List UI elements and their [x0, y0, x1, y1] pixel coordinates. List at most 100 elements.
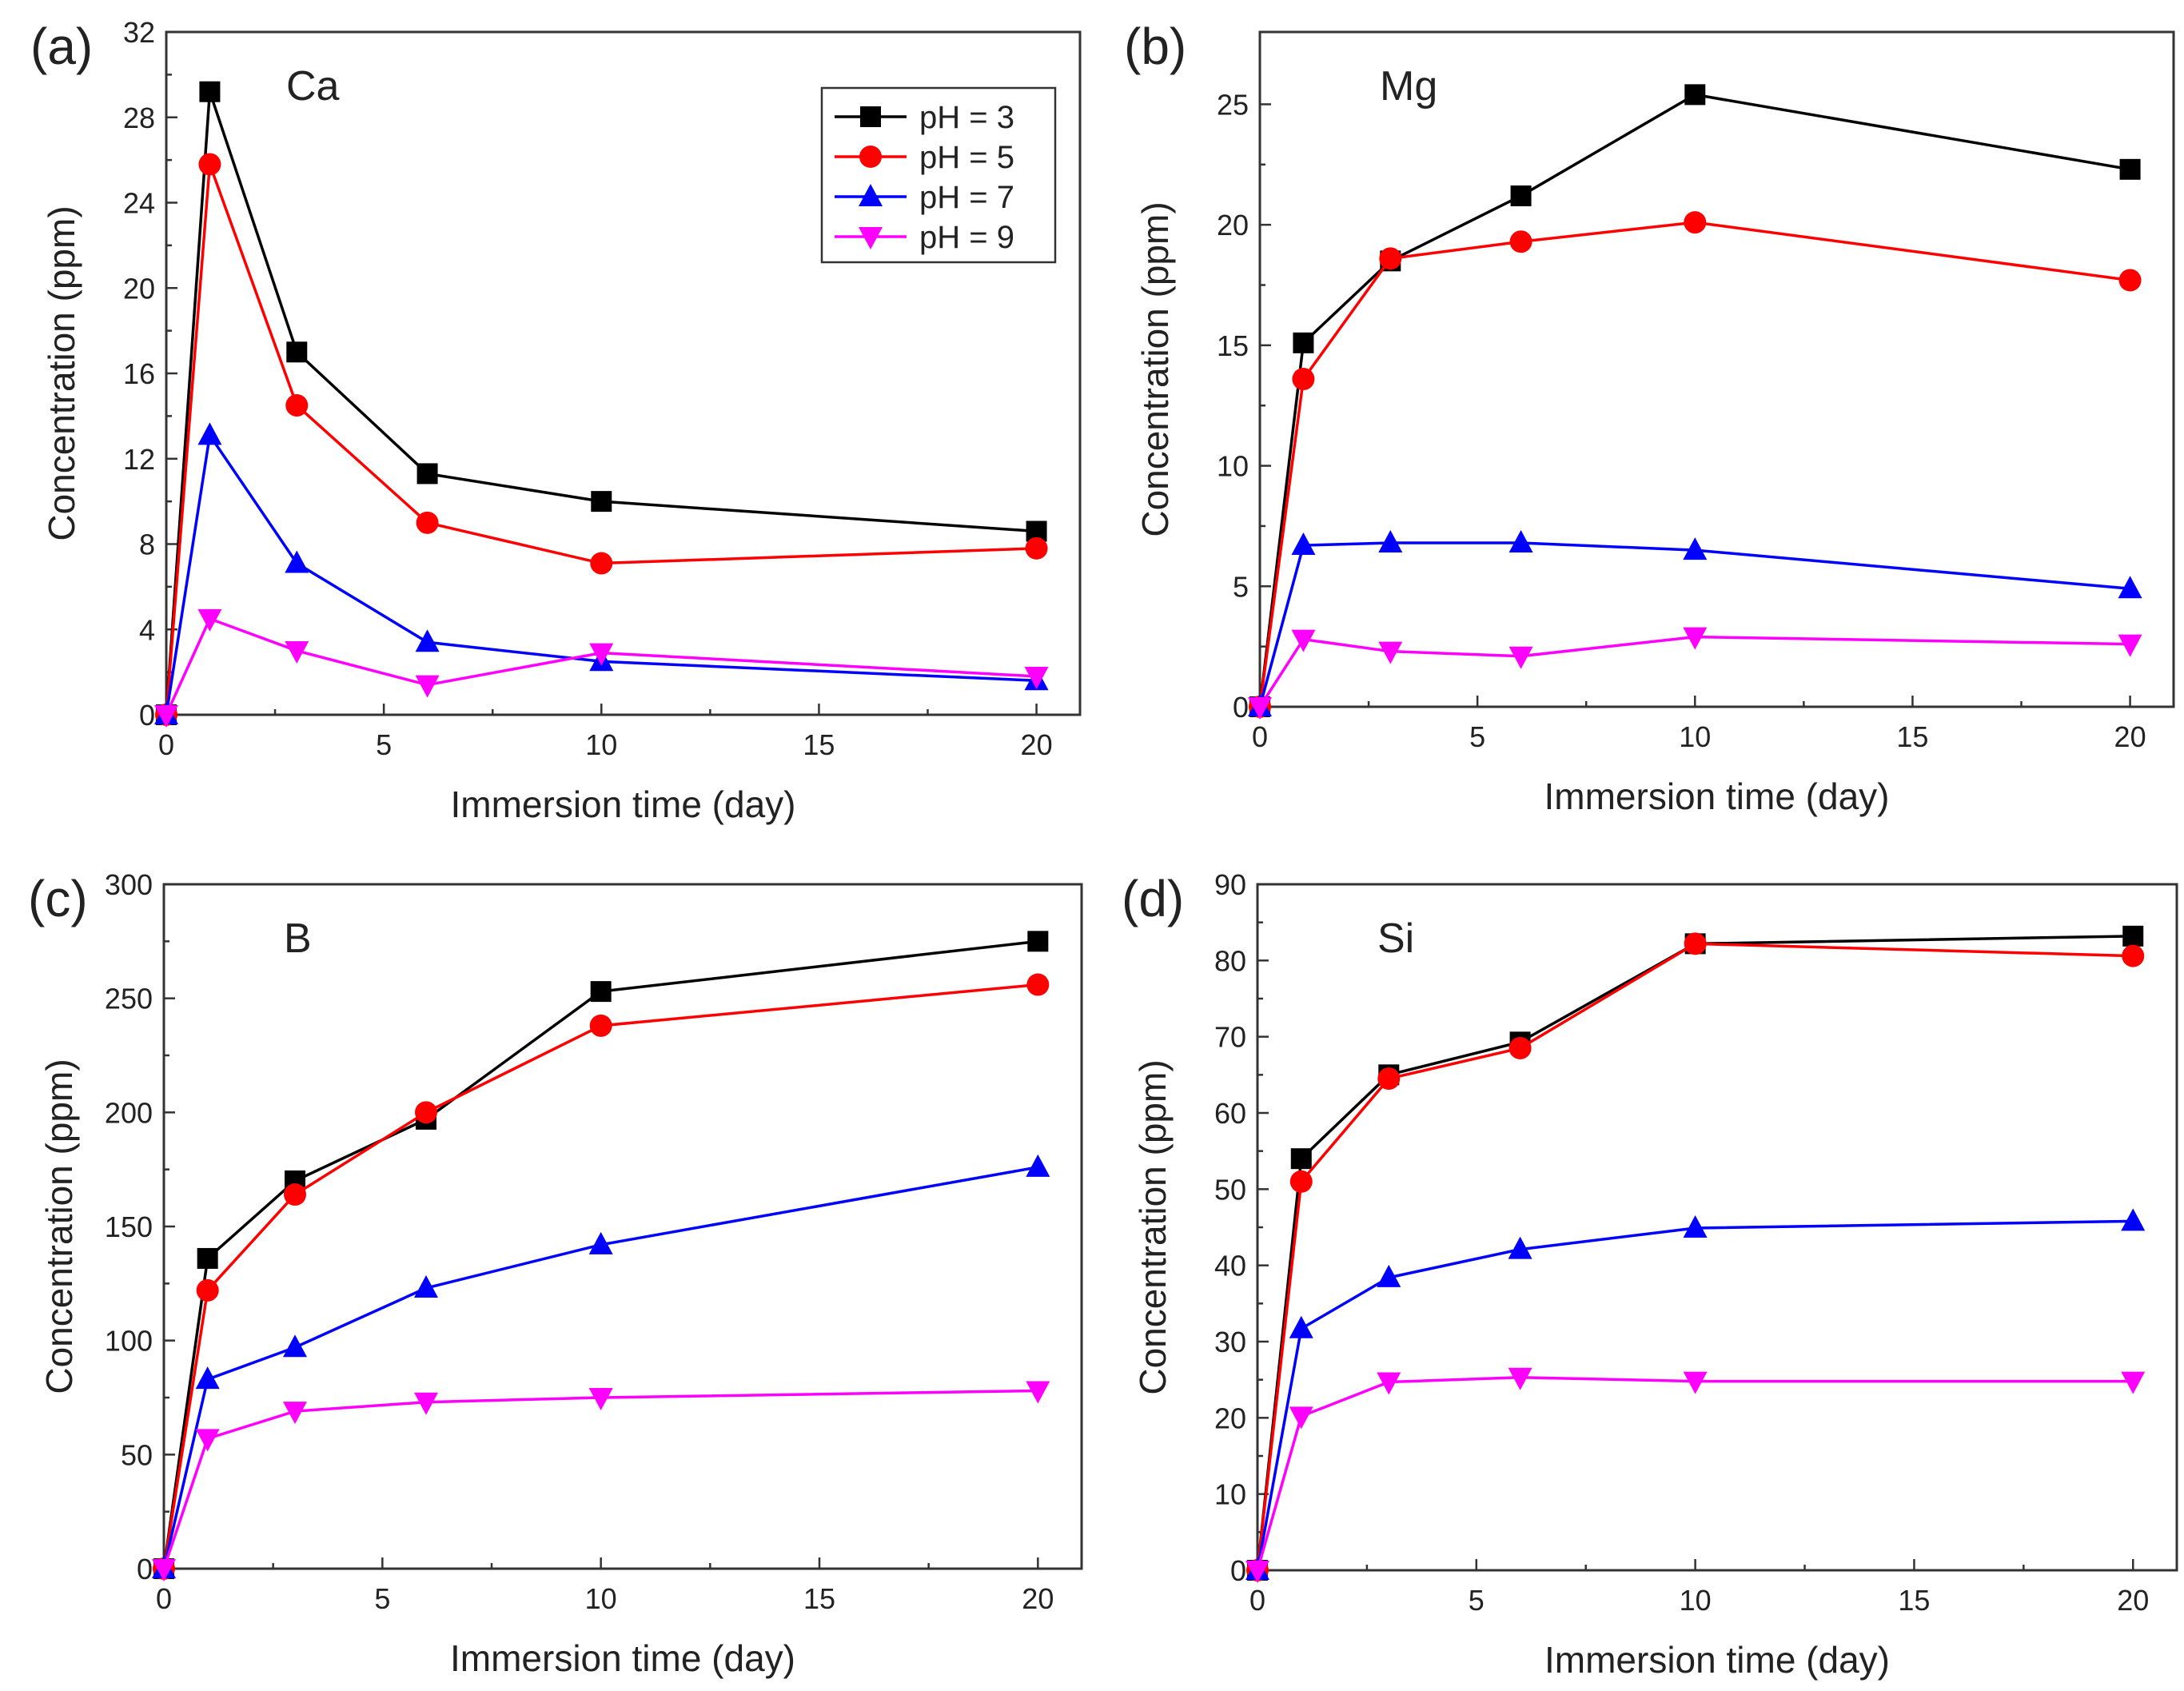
x-tick-label: 5 — [1469, 1584, 1485, 1617]
data-point-ph-3 — [199, 81, 221, 102]
y-tick-label: 0 — [137, 1553, 153, 1585]
data-point-ph-5 — [2122, 944, 2145, 967]
data-point-ph-7 — [283, 1334, 307, 1358]
x-tick-label: 5 — [376, 728, 392, 761]
data-point-ph-7 — [414, 1275, 438, 1298]
data-point-ph-9 — [1508, 646, 1533, 669]
series-line-ph-5 — [162, 983, 1038, 1569]
data-point-ph-5 — [1025, 536, 1048, 560]
panel-label: (a) — [30, 18, 93, 75]
data-point-ph-9 — [2118, 634, 2142, 657]
data-point-ph-5 — [1684, 211, 1707, 234]
y-tick-label: 0 — [1230, 1554, 1246, 1587]
x-axis-title: Immersion time (day) — [1544, 1639, 1890, 1681]
data-point-ph-5 — [1508, 1036, 1532, 1059]
x-tick-label: 0 — [1249, 1584, 1265, 1617]
data-point-ph-7 — [197, 422, 222, 445]
data-point-ph-5 — [285, 394, 309, 417]
element-label: Si — [1377, 915, 1414, 962]
x-tick-label: 15 — [1896, 720, 1928, 753]
y-tick-label: 15 — [1217, 329, 1249, 362]
data-point-ph-9 — [152, 1559, 176, 1581]
x-tick-label: 20 — [2117, 1584, 2149, 1617]
y-tick-label: 12 — [123, 443, 155, 476]
data-point-ph-9 — [285, 640, 309, 664]
x-tick-label: 15 — [803, 728, 835, 761]
y-tick-label: 40 — [1214, 1250, 1246, 1282]
data-point-ph-9 — [154, 705, 178, 728]
data-point-ph-5 — [1377, 1067, 1401, 1091]
data-point-ph-9 — [1245, 1561, 1269, 1583]
y-tick-label: 250 — [105, 983, 153, 1015]
y-tick-label: 100 — [105, 1325, 153, 1358]
series-line-ph-5 — [165, 163, 1037, 716]
data-point-ph-5 — [589, 1014, 612, 1037]
data-point-ph-3 — [1684, 84, 1706, 106]
data-point-ph-7 — [1377, 1264, 1401, 1287]
plot-frame — [1258, 30, 2175, 708]
data-point-ph-7 — [1508, 530, 1533, 553]
y-tick-label: 60 — [1214, 1097, 1246, 1130]
y-tick-label: 0 — [1233, 691, 1249, 724]
data-point-ph-5 — [1026, 973, 1050, 996]
y-tick-label: 0 — [139, 699, 155, 732]
data-point-ph-5 — [1289, 1170, 1313, 1193]
data-point-ph-7 — [415, 629, 440, 652]
data-point-ph-9 — [2121, 1371, 2146, 1394]
y-tick-label: 4 — [139, 613, 155, 646]
y-tick-label: 10 — [1214, 1478, 1246, 1511]
data-point-ph-7 — [1289, 1315, 1313, 1338]
data-point-ph-5 — [1684, 932, 1707, 955]
data-point-ph-7 — [195, 1366, 220, 1390]
data-point-ph-5 — [284, 1183, 306, 1206]
x-tick-label: 0 — [1252, 720, 1268, 753]
series-line-ph-3 — [162, 939, 1038, 1569]
series-line-ph-9 — [1258, 635, 2130, 708]
x-axis-title: Immersion time (day) — [1544, 776, 1890, 817]
data-point-ph-9 — [1683, 1371, 1708, 1394]
y-tick-label: 80 — [1214, 944, 1246, 977]
data-point-ph-9 — [1378, 641, 1403, 664]
data-point-ph-9 — [588, 1388, 613, 1410]
data-point-ph-3 — [1510, 185, 1532, 206]
y-axis-title: Concentration (ppm) — [1134, 201, 1176, 536]
data-point-ph-5 — [416, 511, 439, 534]
y-tick-label: 10 — [1217, 450, 1249, 483]
series-line-ph-3 — [1256, 935, 2134, 1571]
data-point-ph-7 — [2118, 576, 2142, 599]
x-tick-label: 10 — [1679, 720, 1711, 753]
data-point-ph-9 — [589, 643, 614, 666]
y-tick-label: 90 — [1214, 868, 1246, 901]
y-tick-label: 28 — [123, 102, 155, 134]
y-tick-label: 70 — [1214, 1021, 1246, 1054]
data-point-ph-7 — [1026, 1154, 1050, 1177]
x-axis-title: Immersion time (day) — [451, 784, 796, 825]
data-point-ph-9 — [1024, 666, 1049, 689]
data-point-ph-7 — [285, 550, 309, 573]
legend-marker — [859, 184, 883, 206]
data-point-ph-3 — [591, 491, 612, 512]
panel-label: (c) — [28, 870, 88, 927]
y-tick-label: 20 — [1217, 209, 1249, 241]
data-point-ph-7 — [1683, 1214, 1708, 1238]
legend-label: pH = 3 — [919, 100, 1014, 135]
data-point-ph-3 — [2119, 158, 2141, 180]
y-tick-label: 24 — [123, 187, 155, 220]
x-tick-label: 20 — [1022, 1582, 1054, 1615]
x-tick-label: 20 — [1021, 728, 1053, 761]
legend-marker — [859, 227, 883, 249]
y-tick-label: 300 — [105, 868, 153, 901]
y-axis-title: Concentration (ppm) — [41, 205, 82, 540]
panel-d: 0 5 10 15 20 0 10 20 30 40 50 60 70 80 90 Immersion tim… — [1122, 868, 2178, 1681]
y-axis-title: Concentration (ppm) — [1132, 1059, 1174, 1394]
x-tick-label: 0 — [158, 728, 174, 761]
y-tick-label: 8 — [139, 528, 155, 561]
data-point-ph-9 — [283, 1402, 307, 1425]
data-point-ph-9 — [1377, 1372, 1401, 1395]
legend-marker — [859, 146, 882, 168]
series-line-ph-3 — [1258, 93, 2130, 708]
series-line-ph-7 — [1256, 1219, 2134, 1571]
data-point-ph-9 — [197, 608, 222, 632]
data-point-ph-3 — [416, 463, 438, 485]
